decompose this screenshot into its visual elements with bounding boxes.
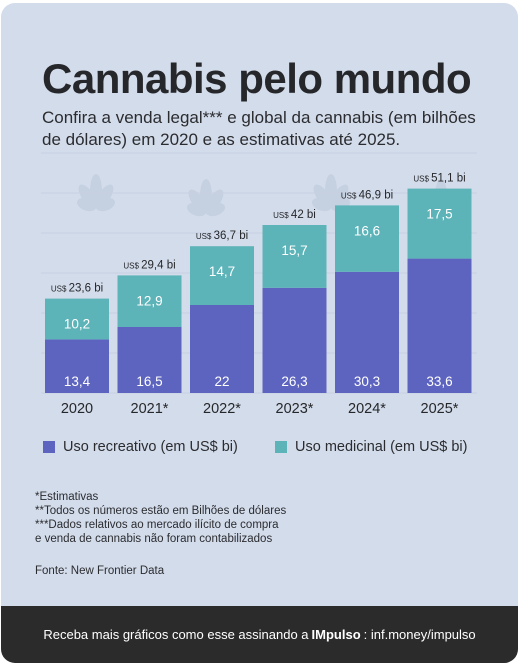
footer-brand: IMpulso bbox=[311, 627, 361, 642]
x-tick-label: 2023* bbox=[276, 401, 314, 417]
total-label: US$ 42 bi bbox=[273, 209, 316, 221]
leaf-decoration bbox=[76, 174, 461, 217]
bar-recreational bbox=[45, 339, 109, 393]
data-label-recreational: 26,3 bbox=[281, 374, 307, 389]
bar-medicinal bbox=[335, 205, 399, 272]
bar-recreational bbox=[117, 327, 182, 393]
total-label: US$ 51,1 bi bbox=[413, 173, 465, 185]
bar-medicinal bbox=[190, 246, 254, 305]
data-label-recreational: 13,4 bbox=[64, 374, 91, 389]
data-label-recreational: 22 bbox=[214, 374, 229, 389]
bar-recreational bbox=[335, 271, 399, 393]
bar-recreational bbox=[262, 287, 327, 393]
total-label: US$ 23,6 bi bbox=[51, 283, 103, 295]
footnote: ***Dados relativos ao mercado ilícito de… bbox=[35, 519, 279, 531]
data-label-medicinal: 15,7 bbox=[281, 243, 307, 258]
footer-banner: Receba mais gráficos como esse assinando… bbox=[1, 606, 518, 663]
data-label-medicinal: 12,9 bbox=[136, 293, 162, 308]
footnotes: *Estimativas **Todos os números estão em… bbox=[35, 490, 286, 546]
data-label-medicinal: 16,6 bbox=[354, 223, 380, 238]
legend-swatch-medicinal bbox=[275, 441, 287, 453]
bar-medicinal bbox=[45, 298, 109, 340]
cannabis-leaf-icon bbox=[186, 179, 226, 217]
x-tick-label: 2024* bbox=[348, 401, 386, 417]
data-label-medicinal: 10,2 bbox=[64, 317, 90, 332]
bar-recreational bbox=[407, 258, 472, 393]
legend-label-medicinal: Uso medicinal (em US$ bi) bbox=[295, 439, 468, 455]
legend-item-recreational: Uso recreativo (em US$ bi) bbox=[43, 439, 238, 455]
data-label-recreational: 30,3 bbox=[354, 374, 380, 389]
bar-medicinal bbox=[262, 225, 327, 288]
legend-swatch-recreational bbox=[43, 441, 55, 453]
legend-item-medicinal: Uso medicinal (em US$ bi) bbox=[275, 439, 467, 455]
footnote: **Todos os números estão em Bilhões de d… bbox=[35, 505, 287, 517]
cannabis-leaf-icon bbox=[311, 174, 351, 212]
bar-recreational bbox=[190, 305, 254, 393]
x-tick-label: 2020 bbox=[61, 401, 93, 417]
total-label: US$ 36,7 bi bbox=[196, 230, 248, 242]
footer-link[interactable]: : inf.money/impulso bbox=[363, 627, 476, 642]
x-tick-label: 2025* bbox=[421, 401, 459, 417]
footnote: e venda de cannabis não foram contabiliz… bbox=[35, 533, 273, 545]
data-label-recreational: 16,5 bbox=[136, 374, 162, 389]
x-tick-label: 2022* bbox=[203, 401, 241, 417]
data-label-medicinal: 14,7 bbox=[209, 264, 235, 279]
source-note: Fonte: New Frontier Data bbox=[35, 565, 165, 577]
bar-medicinal bbox=[117, 275, 182, 327]
cannabis-leaf-icon bbox=[76, 174, 116, 212]
bar-medicinal bbox=[407, 188, 472, 259]
footnote: *Estimativas bbox=[35, 491, 99, 503]
chart-title: Cannabis pelo mundo bbox=[42, 55, 472, 102]
bars-layer: 13,4 10,2 US$ 23,6 bi 2020 16,5 12,9 US$ 29,4 … bbox=[45, 173, 472, 417]
total-label: US$ 29,4 bi bbox=[123, 259, 175, 271]
footer-text: Receba mais gráficos como esse assinando… bbox=[43, 627, 309, 642]
data-label-recreational: 33,6 bbox=[426, 374, 452, 389]
bar-chart: 13,4 10,2 US$ 23,6 bi 2020 16,5 12,9 US$ 29,4 … bbox=[41, 152, 477, 417]
legend-label-recreational: Uso recreativo (em US$ bi) bbox=[63, 439, 238, 455]
data-label-medicinal: 17,5 bbox=[426, 207, 452, 222]
chart-card: Cannabis pelo mundo Confira a venda lega… bbox=[1, 3, 518, 663]
total-label: US$ 46,9 bi bbox=[341, 189, 393, 201]
chart-subtitle: Confira a venda legal*** e global da can… bbox=[42, 108, 476, 149]
x-tick-label: 2021* bbox=[131, 401, 169, 417]
chart-grid bbox=[41, 152, 477, 394]
